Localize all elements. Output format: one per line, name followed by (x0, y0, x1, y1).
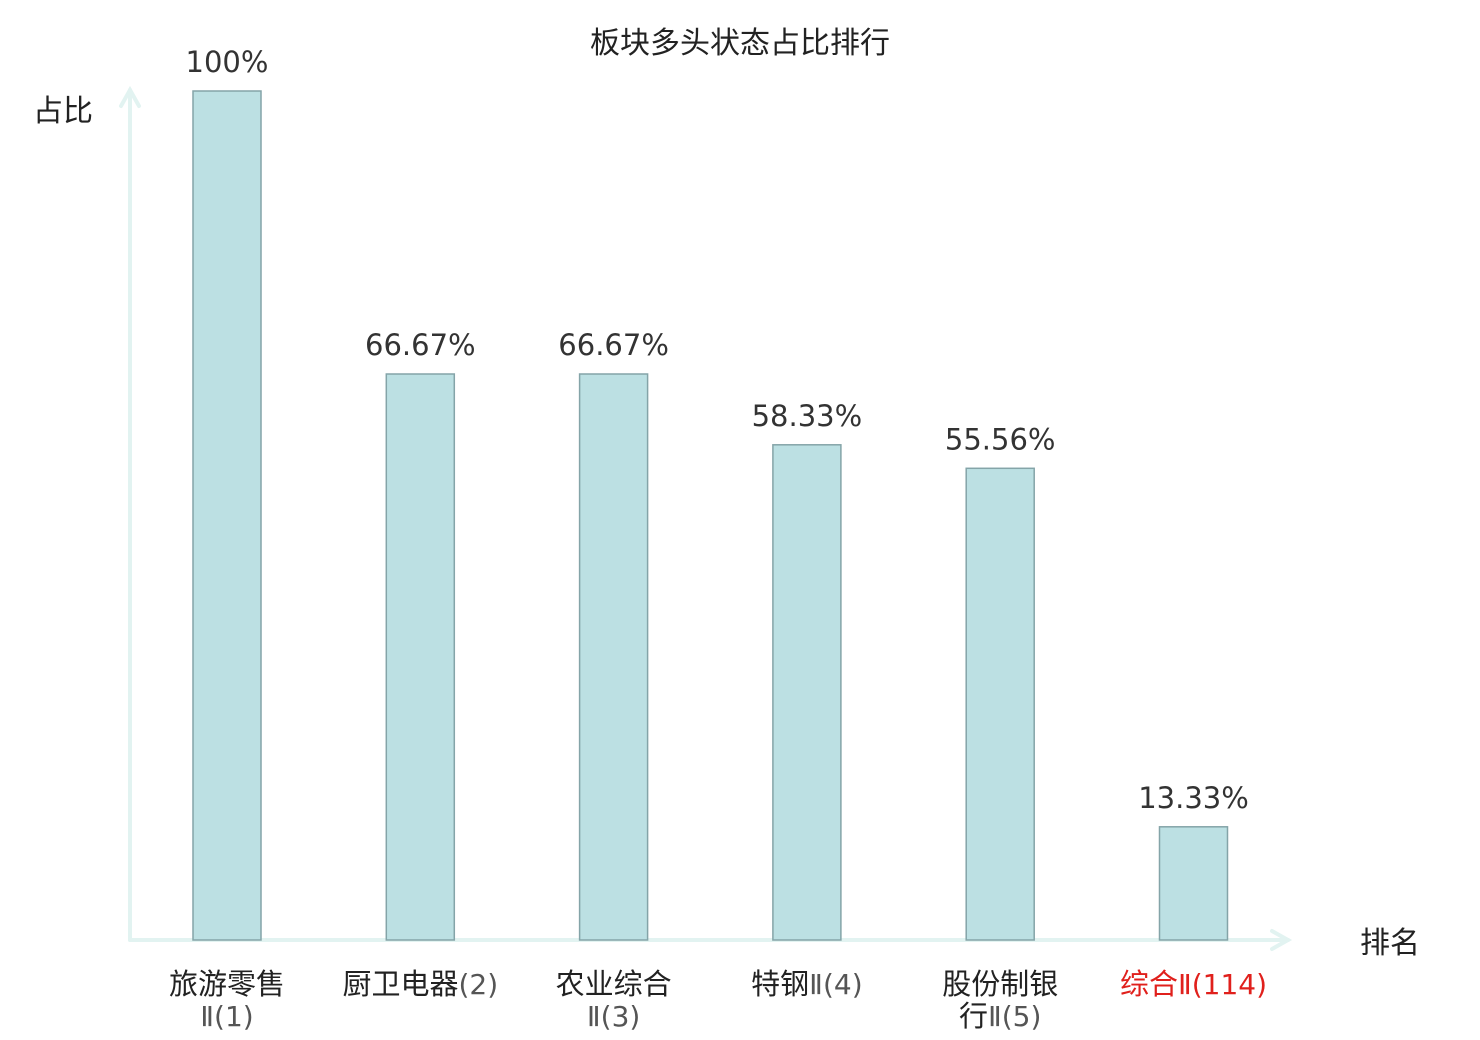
category-label: 厨卫电器(2) (342, 967, 498, 1001)
y-axis-arrow-icon (119, 85, 141, 108)
category-label: 股份制银 (942, 967, 1058, 1001)
y-axis-title: 占比 (33, 94, 93, 129)
value-label: 13.33% (1138, 781, 1249, 815)
category-label: Ⅱ(1) (200, 1000, 253, 1033)
value-label: 66.67% (558, 328, 669, 362)
x-axis-title: 排名 (1360, 926, 1420, 961)
value-label: 58.33% (752, 399, 863, 433)
bar (192, 90, 262, 941)
bar (965, 467, 1035, 941)
category-label: 农业综合 (556, 967, 672, 1001)
bar (772, 444, 842, 941)
category-label: Ⅱ(3) (587, 1000, 640, 1033)
category-label: 行Ⅱ(5) (959, 999, 1041, 1033)
x-axis-arrow-icon (1270, 929, 1293, 951)
axes (119, 85, 1293, 951)
value-labels-group: 100% 66.67% 66.67% 58.33% 55.56% 13.33% (186, 45, 1249, 815)
bar (578, 373, 649, 941)
chart-title: 板块多头状态占比排行 (590, 26, 890, 61)
value-label: 55.56% (945, 422, 1056, 456)
bar (385, 373, 456, 941)
value-label: 100% (186, 45, 269, 79)
category-label: 特钢Ⅱ(4) (751, 967, 862, 1001)
bar (1158, 826, 1229, 941)
category-label: 旅游零售 (169, 967, 285, 1001)
category-label: 综合Ⅱ(114) (1120, 967, 1267, 1001)
bars-group (192, 90, 1229, 941)
value-label: 66.67% (365, 328, 476, 362)
